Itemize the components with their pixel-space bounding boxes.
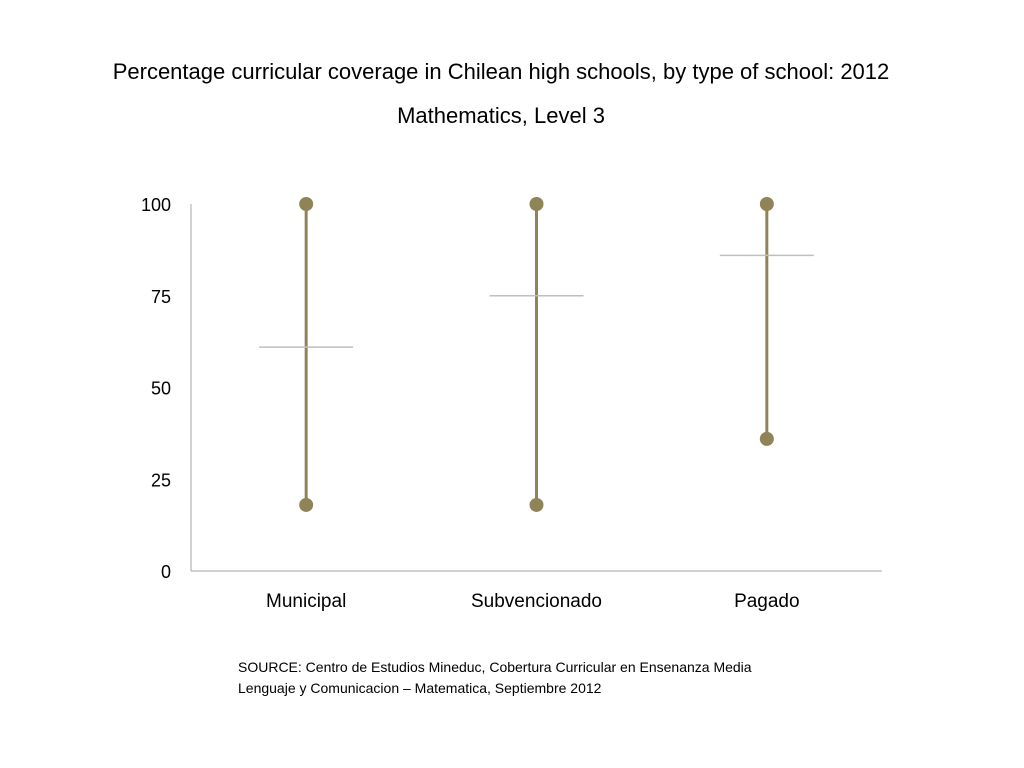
range-min-point xyxy=(759,431,774,446)
range-max-point xyxy=(299,197,314,211)
range-max-point xyxy=(529,197,544,211)
y-tick-label: 50 xyxy=(151,379,171,399)
x-category-label: Pagado xyxy=(734,591,800,612)
source-note: SOURCE: Centro de Estudios Mineduc, Cobe… xyxy=(238,657,752,699)
range-max-point xyxy=(759,197,774,211)
chart-subtitle: Mathematics, Level 3 xyxy=(397,103,605,128)
y-tick-label: 25 xyxy=(151,470,171,490)
y-tick-label: 75 xyxy=(151,287,171,307)
range-min-point xyxy=(299,497,314,512)
x-category-label: Subvencionado xyxy=(471,591,602,612)
x-category-label: Municipal xyxy=(266,591,346,612)
y-tick-label: 0 xyxy=(161,562,171,582)
y-tick-label: 100 xyxy=(141,195,171,215)
chart-title: Percentage curricular coverage in Chilea… xyxy=(112,59,890,84)
source-line-2: Lenguaje y Comunicacion – Matematica, Se… xyxy=(238,680,602,696)
range-min-point xyxy=(529,497,544,512)
source-line-1: SOURCE: Centro de Estudios Mineduc, Cobe… xyxy=(238,659,752,675)
